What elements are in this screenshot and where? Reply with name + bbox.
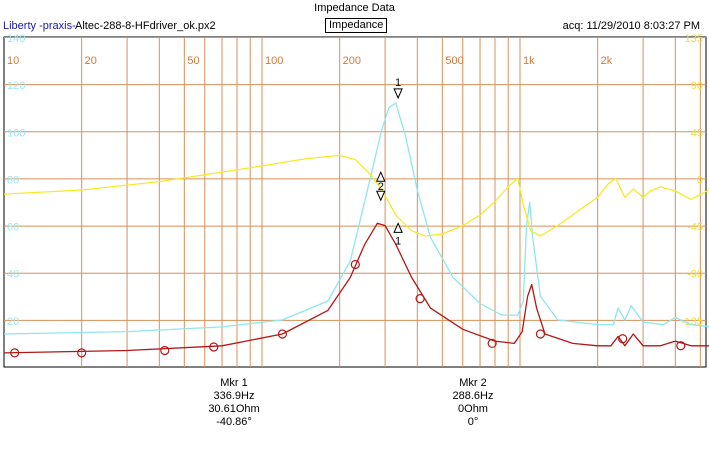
y-right-tick-label: -45 (687, 222, 703, 234)
x-tick-label: 50 (187, 55, 199, 67)
y-left-tick-label: 80 (7, 174, 19, 186)
marker-triangle-icon (393, 222, 403, 233)
y-left-tick-label: 60 (7, 222, 19, 234)
marker-1-readout: Mkr 1 336.9Hz 30.61Ohm -40.86° (179, 377, 289, 429)
series-red-point-marker (618, 334, 628, 344)
marker-up-triangle-icon (375, 170, 386, 182)
series-red-point-marker (487, 338, 497, 349)
y-left-tick-label: 40 (7, 269, 19, 281)
y-left-tick-label: 100 (7, 127, 25, 139)
marker-2-frequency: 288.6Hz (452, 390, 494, 402)
marker-triangle-icon (393, 88, 403, 100)
marker-1-label: Mkr 1 (220, 377, 248, 389)
file-name: Altec-288-8-HFdriver_ok.px2 (75, 20, 216, 32)
series-yellow-line (3, 154, 709, 237)
acquisition-timestamp: acq: 11/29/2010 8:03:27 PM (562, 20, 700, 32)
x-tick-label: 200 (343, 55, 361, 67)
x-tick-label: 10 (7, 55, 19, 67)
y-left-tick-label: 120 (7, 80, 25, 92)
marker-1-phase: -40.86° (216, 416, 252, 428)
series-red-point-marker (10, 348, 20, 358)
marker-1-frequency: 336.9Hz (213, 390, 255, 402)
marker-2-impedance: 0Ohm (458, 403, 488, 415)
series-red-point-marker (160, 345, 170, 356)
plot-marker-label: 2 (378, 181, 384, 193)
marker-triangle-icon (375, 190, 386, 202)
window-title: Impedance Data (314, 2, 395, 14)
plot-marker-label: 1 (395, 235, 401, 247)
plot-marker-label: 1 (395, 77, 401, 89)
x-tick-label: 20 (85, 55, 97, 67)
marker-1-impedance: 30.61Ohm (208, 403, 260, 415)
series-red-point-marker (535, 329, 546, 339)
series-red-point-marker (77, 348, 87, 358)
series-red-point-marker (209, 342, 219, 352)
series-red-point-marker (277, 329, 288, 339)
series-red-line (3, 222, 709, 354)
tab-impedance[interactable]: Impedance (325, 18, 388, 33)
y-right-tick-label: 0 (697, 174, 703, 186)
x-tick-label: 1k (523, 55, 535, 67)
series-red-point-marker (415, 294, 425, 304)
x-tick-label: 100 (265, 55, 283, 67)
brand-label: Liberty -praxis- (3, 20, 76, 32)
y-left-tick-label: 140 (7, 33, 25, 45)
marker-2-readout: Mkr 2 288.6Hz 0Ohm 0° (418, 377, 528, 429)
y-right-tick-label: 90 (691, 80, 703, 92)
marker-2-phase: 0° (467, 416, 479, 428)
series-cyan-line (3, 102, 709, 335)
y-right-tick-label: 45 (691, 127, 703, 139)
x-tick-label: 500 (445, 55, 463, 67)
series-red-point-marker (350, 259, 360, 270)
y-right-tick-label: 135 (685, 33, 703, 45)
x-tick-label: 2k (601, 55, 613, 67)
series-red-point-marker (676, 341, 686, 351)
y-right-tick-label: -90 (687, 269, 703, 281)
plot-area (3, 36, 707, 368)
y-left-tick-label: 20 (7, 316, 19, 328)
marker-2-label: Mkr 2 (459, 377, 487, 389)
